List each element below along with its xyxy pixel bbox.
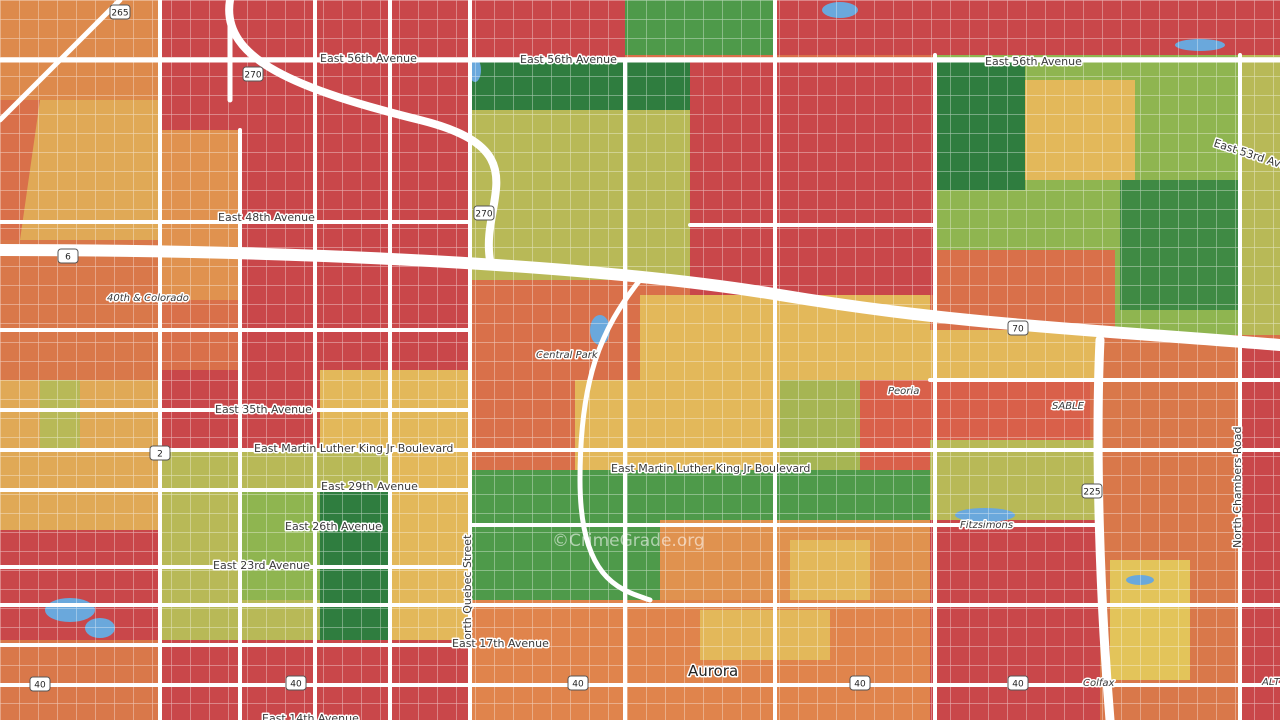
route-shield xyxy=(242,66,264,82)
route-number: 6 xyxy=(65,253,71,263)
route-number: 40 xyxy=(1012,680,1024,690)
route-shield xyxy=(1007,675,1029,691)
street-label: 40th & Colorado xyxy=(107,293,189,304)
route-shield xyxy=(1007,320,1029,336)
route-number: 2 xyxy=(157,450,163,460)
street-label: East Martin Luther King Jr Boulevard xyxy=(611,462,810,475)
route-number: 40 xyxy=(34,681,46,691)
route-number: 270 xyxy=(475,210,492,220)
route-shield xyxy=(57,248,79,264)
street-label: Peoria xyxy=(888,386,919,397)
route-shield xyxy=(29,676,51,692)
watermark: ©CrimeGrade.org xyxy=(552,531,705,551)
street-label: North Quebec Street xyxy=(461,534,474,648)
route-shield xyxy=(109,4,131,20)
street-label: Fitzsimons xyxy=(960,520,1013,531)
route-shield xyxy=(149,445,171,461)
street-label: East 17th Avenue xyxy=(452,637,549,650)
street-label: North Chambers Road xyxy=(1231,427,1244,548)
route-number: 270 xyxy=(244,71,261,81)
route-number: 40 xyxy=(290,680,302,690)
street-label: East 35th Avenue xyxy=(215,403,312,416)
route-shield xyxy=(567,675,589,691)
route-number: 70 xyxy=(1012,325,1024,335)
street-label: Colfax xyxy=(1083,678,1115,689)
labels: East 56th Avenue East 56th Avenue East 56t… xyxy=(106,51,1280,720)
street-label: SABLE xyxy=(1052,401,1085,412)
route-number: 265 xyxy=(111,9,128,19)
street-label: East 56th Avenue xyxy=(520,53,617,66)
street-label: East Martin Luther King Jr Boulevard xyxy=(254,442,453,455)
route-shield xyxy=(1081,483,1103,499)
street-label: Central Park xyxy=(536,350,599,361)
route-number: 40 xyxy=(572,680,584,690)
street-label: East 56th Avenue xyxy=(985,55,1082,68)
route-shield xyxy=(285,675,307,691)
street-label: Aurora xyxy=(688,662,738,680)
street-label: ALT xyxy=(1261,677,1280,688)
street-label: East 26th Avenue xyxy=(285,520,382,533)
street-label: East 29th Avenue xyxy=(321,480,418,493)
route-shield xyxy=(849,675,871,691)
street-label: East 23rd Avenue xyxy=(213,559,310,572)
street-label: East 48th Avenue xyxy=(218,211,315,224)
route-shield xyxy=(473,205,495,221)
street-label: East 56th Avenue xyxy=(320,52,417,65)
street-label: East 14th Avenue xyxy=(262,712,359,720)
route-number: 40 xyxy=(854,680,866,690)
route-number: 225 xyxy=(1083,488,1100,498)
